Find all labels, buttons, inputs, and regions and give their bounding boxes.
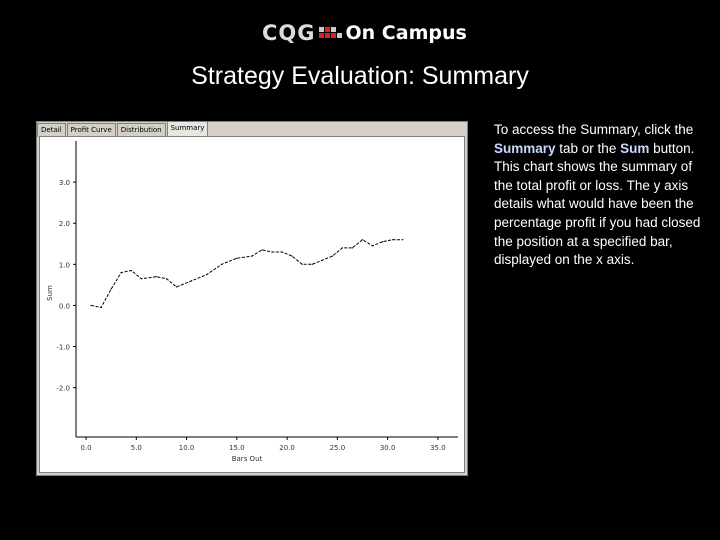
data-point: [236, 257, 238, 259]
summary-tab-reference: Summary: [494, 140, 556, 156]
data-point: [251, 255, 253, 257]
x-tick-label: 5.0: [131, 444, 142, 452]
data-point: [271, 251, 273, 253]
data-point: [90, 304, 92, 307]
sum-button-reference: Sum: [620, 140, 650, 156]
x-axis-label: Bars Out: [232, 455, 263, 463]
data-point: [175, 286, 178, 288]
data-point: [221, 263, 223, 265]
tab-distribution[interactable]: Distribution: [116, 123, 166, 137]
data-point: [206, 274, 208, 276]
tab-detail[interactable]: Detail: [37, 123, 66, 137]
data-point: [321, 259, 323, 261]
data-point: [281, 251, 283, 253]
x-tick-label: 35.0: [430, 444, 446, 452]
data-point: [371, 245, 374, 247]
x-tick-label: 10.0: [179, 444, 195, 452]
tab-profit-curve[interactable]: Profit Curve: [66, 123, 116, 137]
data-point: [392, 239, 394, 241]
logo-grid-icon: [318, 27, 342, 38]
description-part-3: button. This chart shows the summary of …: [494, 140, 701, 268]
summary-chart-panel: 3.0 2.0 1.0 0.0 -1.0 -2.0 0.0 5.0 10.0 15.0 20.0 25…: [39, 136, 465, 473]
data-point: [301, 263, 303, 265]
series-line: [90, 239, 403, 309]
y-tick-label: -2.0: [56, 385, 70, 393]
x-tick-label: 25.0: [330, 444, 346, 452]
data-point: [155, 276, 158, 278]
x-tick-label: 20.0: [279, 444, 295, 452]
data-point: [351, 247, 354, 249]
data-point: [140, 278, 142, 280]
tab-bar: Detail Profit Curve Distribution Summary: [37, 121, 209, 137]
description-text: To access the Summary, click the Summary…: [494, 121, 704, 270]
data-point: [165, 278, 168, 280]
data-point: [361, 239, 364, 241]
y-tick-label: 2.0: [59, 220, 70, 228]
y-tick-label: -1.0: [56, 344, 70, 352]
data-point: [100, 306, 102, 309]
data-point: [191, 280, 193, 282]
tab-summary[interactable]: Summary: [166, 121, 209, 137]
description-part-2: tab or the: [555, 140, 621, 156]
data-point: [341, 247, 343, 249]
data-point: [110, 288, 112, 290]
x-tick-label: 15.0: [229, 444, 245, 452]
y-axis-label: Sum: [46, 285, 54, 301]
x-tick-label: 30.0: [380, 444, 396, 452]
data-point: [331, 255, 333, 257]
data-point: [291, 255, 293, 257]
data-point: [382, 241, 384, 243]
data-point: [311, 263, 313, 265]
y-tick-label: 0.0: [59, 302, 70, 310]
x-tick-label: 0.0: [80, 444, 91, 452]
data-point: [261, 249, 263, 251]
summary-chart: 3.0 2.0 1.0 0.0 -1.0 -2.0 0.0 5.0 10.0 15.0 20.0 25…: [46, 141, 458, 463]
data-point: [120, 271, 122, 274]
y-tick-label: 3.0: [59, 179, 70, 187]
strategy-evaluation-window: Detail Profit Curve Distribution Summary…: [36, 121, 468, 476]
cqg-on-campus-logo: CQG On Campus: [262, 20, 467, 46]
data-point: [130, 269, 132, 272]
slide-title: Strategy Evaluation: Summary: [191, 62, 529, 90]
logo-cqg-text: CQG: [262, 21, 316, 45]
data-point: [402, 239, 404, 241]
logo-oncampus-text: On Campus: [345, 22, 467, 44]
description-part-1: To access the Summary, click the: [494, 122, 694, 137]
y-tick-label: 1.0: [59, 261, 70, 269]
